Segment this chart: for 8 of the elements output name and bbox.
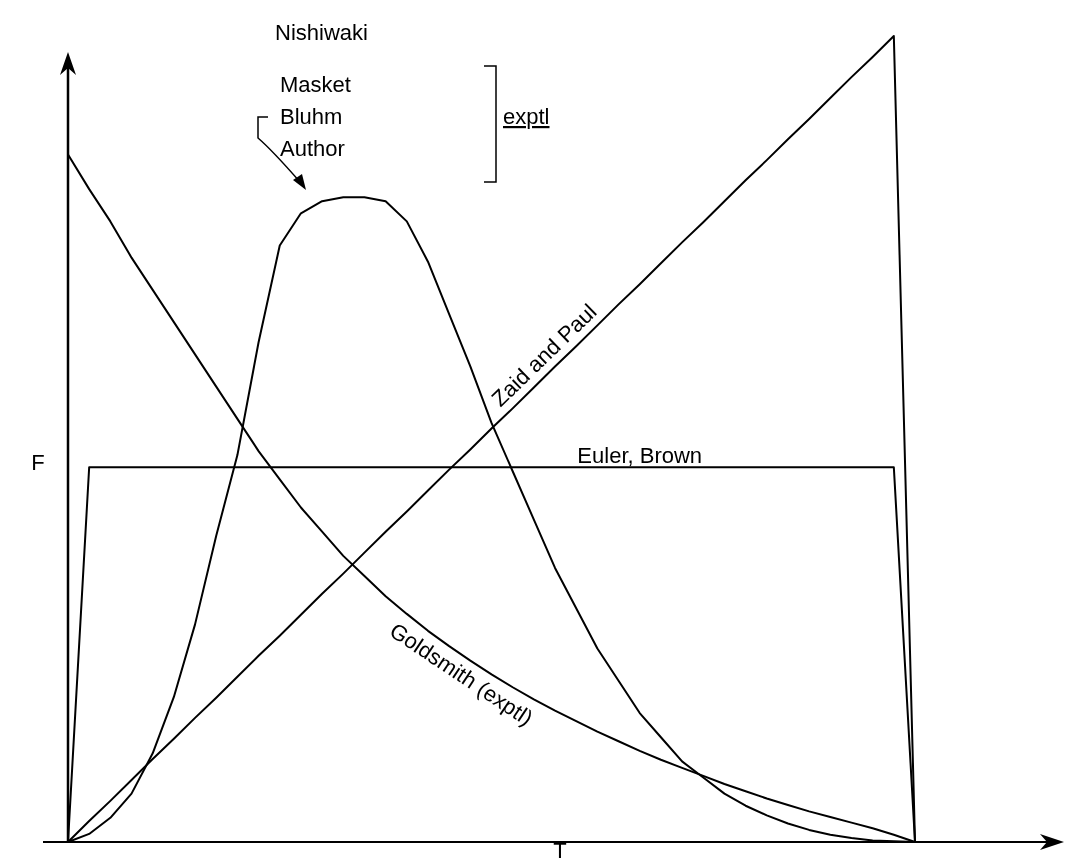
y-axis-title: F bbox=[31, 450, 45, 475]
annotation: exptl bbox=[503, 104, 550, 129]
annotation: Bluhm bbox=[280, 104, 343, 129]
series-label: Euler, Brown bbox=[577, 443, 703, 469]
annotation: Author bbox=[280, 136, 345, 161]
annotation: Nishiwaki bbox=[275, 20, 368, 45]
annotation: Masket bbox=[280, 72, 351, 97]
x-axis-title: T bbox=[553, 838, 567, 863]
